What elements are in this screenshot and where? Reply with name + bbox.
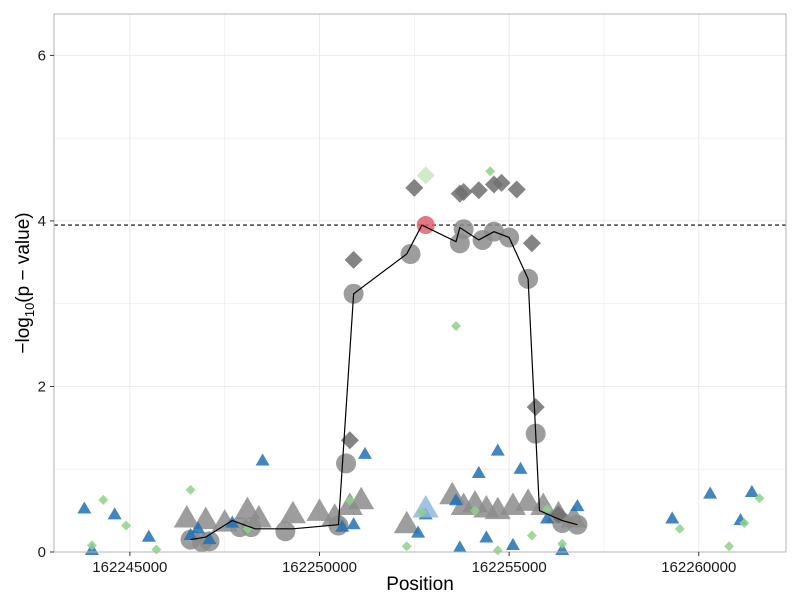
data-point <box>469 505 480 516</box>
data-point <box>242 523 253 534</box>
data-point <box>492 545 503 556</box>
data-point <box>98 494 109 505</box>
data-point <box>77 501 92 514</box>
data-point <box>279 500 306 524</box>
y-tick-label: 4 <box>38 213 46 230</box>
data-point <box>401 541 412 552</box>
data-point <box>346 517 361 530</box>
series-blue-triangles <box>77 443 759 555</box>
y-axis-title: −log10(p − value) <box>13 212 37 353</box>
data-point <box>348 486 375 510</box>
data-point <box>724 541 735 552</box>
data-point <box>451 321 462 332</box>
data-point <box>411 525 426 538</box>
data-point <box>121 520 132 531</box>
data-point <box>703 486 718 499</box>
data-point <box>191 521 206 534</box>
y-tick-label: 0 <box>38 544 46 561</box>
data-point <box>340 431 359 450</box>
x-tick-label: 162260000 <box>661 559 736 576</box>
data-point <box>665 511 680 524</box>
data-point <box>522 234 541 253</box>
data-point <box>225 515 240 528</box>
data-point <box>513 461 528 474</box>
data-point <box>549 505 568 524</box>
data-point <box>485 166 496 177</box>
data-point <box>86 540 97 551</box>
plot-panel <box>54 14 786 552</box>
series-index-SNP <box>416 216 435 235</box>
data-point <box>526 398 545 417</box>
data-point <box>674 523 685 534</box>
y-axis-title-suffix: (p − value) <box>13 212 34 302</box>
data-point <box>183 527 198 541</box>
data-point <box>453 219 474 240</box>
y-tick-label: 2 <box>38 378 46 395</box>
data-point <box>515 488 542 511</box>
x-tick-label: 162255000 <box>472 559 547 576</box>
data-point <box>454 182 473 201</box>
data-point <box>344 495 355 506</box>
data-point <box>416 507 427 518</box>
data-point <box>336 453 357 474</box>
trend-line <box>190 224 578 541</box>
y-axis-ticks: 0 2 4 6 <box>38 47 54 561</box>
panel-border <box>53 13 787 553</box>
data-point <box>416 166 435 185</box>
data-point <box>452 540 467 553</box>
y-axis-title-prefix: −log <box>13 317 34 353</box>
data-point <box>321 503 348 526</box>
data-point <box>570 498 585 512</box>
data-point <box>245 504 272 528</box>
data-point <box>400 244 421 265</box>
data-point <box>739 518 750 529</box>
data-point <box>507 180 526 199</box>
data-point <box>107 507 122 520</box>
data-point <box>202 532 217 545</box>
x-tick-label: 162250000 <box>282 559 357 576</box>
data-point <box>335 519 350 532</box>
data-point <box>344 250 363 269</box>
series-light-green-diamond <box>416 166 435 185</box>
data-point <box>526 530 537 541</box>
x-tick-label: 162245000 <box>92 559 167 576</box>
data-point <box>358 446 373 459</box>
data-point <box>754 493 765 504</box>
data-point <box>449 493 464 506</box>
data-point <box>490 443 505 456</box>
data-point <box>255 453 270 466</box>
data-point <box>306 498 333 521</box>
data-point <box>173 504 200 528</box>
data-point <box>275 521 296 542</box>
data-point <box>469 181 488 200</box>
data-point <box>393 510 420 534</box>
data-point <box>505 537 520 550</box>
data-point <box>141 529 156 542</box>
data-point <box>492 173 511 192</box>
x-axis-title: Position <box>386 574 454 595</box>
data-point <box>744 484 759 498</box>
data-point <box>416 216 435 235</box>
data-point <box>185 484 196 495</box>
data-point <box>557 538 568 549</box>
series-grey-diamonds <box>340 173 568 524</box>
y-tick-label: 6 <box>38 47 46 64</box>
x-axis-ticks: 162245000 162250000 162255000 162260000 <box>92 552 736 576</box>
gridlines <box>54 14 786 553</box>
y-axis-title-subscript: 10 <box>22 303 37 317</box>
data-point <box>405 178 424 197</box>
data-point <box>542 503 553 514</box>
data-point <box>471 465 486 478</box>
data-point <box>479 530 494 543</box>
data-point <box>540 511 555 524</box>
